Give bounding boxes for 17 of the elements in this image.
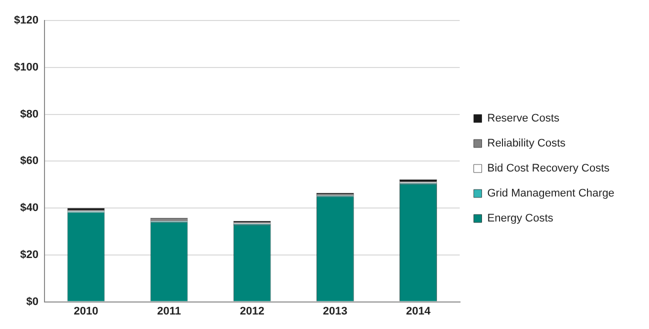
legend-label: Bid Cost Recovery Costs <box>487 162 610 175</box>
x-tick-label: 2011 <box>157 305 181 318</box>
y-tick-label: $100 <box>14 62 38 74</box>
legend-label: Energy Costs <box>487 212 554 225</box>
legend-label: Grid Management Charge <box>487 188 614 200</box>
y-tick-label: $20 <box>20 248 38 261</box>
y-tick-label: $120 <box>14 14 38 27</box>
y-tick-label: $80 <box>20 108 38 120</box>
x-tick-label: 2012 <box>240 305 264 318</box>
legend-label: Reliability Costs <box>487 138 566 150</box>
y-tick-label: $0 <box>26 296 38 308</box>
legend-label: Reserve Costs <box>487 112 560 125</box>
x-tick-label: 2013 <box>322 305 348 318</box>
y-tick-label: $40 <box>20 202 38 214</box>
x-tick-label: 2010 <box>74 305 98 318</box>
y-tick-label: $60 <box>20 155 38 168</box>
x-tick-label: 2014 <box>406 305 432 318</box>
